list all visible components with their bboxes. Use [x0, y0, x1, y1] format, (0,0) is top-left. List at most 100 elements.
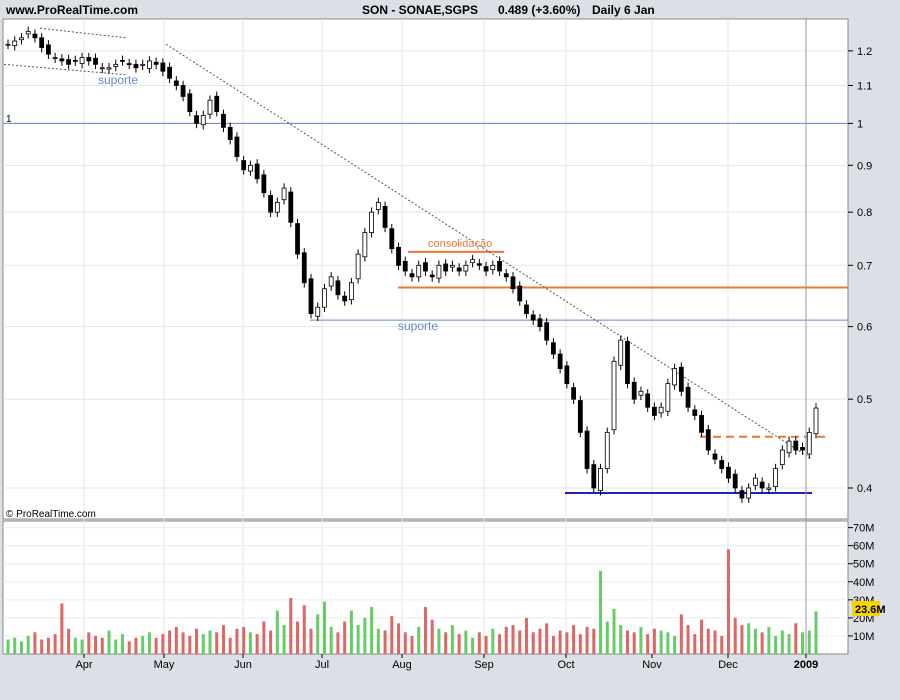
candle-body	[705, 429, 711, 451]
candle-body	[389, 228, 395, 250]
candle-body	[52, 57, 58, 59]
candle-body	[409, 273, 415, 278]
candle-body	[301, 252, 307, 284]
candle-body	[120, 59, 125, 62]
candle-body	[173, 80, 179, 86]
site-label[interactable]: www.ProRealTime.com	[6, 3, 139, 17]
candle-body	[766, 487, 772, 490]
candle-body	[779, 449, 785, 466]
volume-bar	[423, 607, 427, 654]
volume-bar	[774, 635, 778, 654]
volume-bar	[390, 616, 394, 654]
candle-body	[99, 67, 105, 70]
volume-bar	[740, 625, 744, 654]
candle-body	[517, 285, 523, 302]
annotation-consolidacao: consolidação	[428, 238, 492, 250]
candle-body	[261, 174, 267, 194]
candle-body	[281, 187, 287, 201]
time-tick-label: Jul	[315, 659, 329, 671]
volume-bar	[531, 632, 535, 654]
volume-bar	[349, 610, 353, 654]
price-tick-label: 1.2	[857, 46, 872, 58]
volume-bar	[397, 623, 401, 654]
volume-bar	[188, 635, 192, 654]
candle-body	[503, 273, 509, 278]
volume-bar	[120, 634, 124, 654]
volume-bar	[309, 628, 313, 654]
volume-bar	[700, 619, 704, 654]
candle-body	[160, 62, 166, 72]
volume-bar	[383, 630, 387, 654]
candle-body	[416, 264, 422, 278]
candle-body	[322, 288, 327, 308]
candle-body	[362, 232, 368, 258]
volume-bar	[370, 607, 374, 654]
candle-body	[180, 85, 186, 97]
candle-body	[618, 339, 624, 366]
candle-body	[227, 126, 233, 141]
candle-body	[813, 407, 819, 435]
volume-bar	[807, 630, 811, 654]
candle-body	[652, 406, 657, 416]
volume-bar	[498, 634, 502, 654]
volume-bar	[195, 628, 199, 654]
volume-bar	[73, 637, 77, 654]
candle-body	[247, 164, 253, 172]
volume-bar	[141, 635, 145, 654]
volume-bar	[53, 634, 57, 654]
candle-body	[308, 278, 314, 315]
volume-bar	[181, 632, 185, 654]
candle-body	[773, 468, 778, 488]
candle-body	[194, 115, 199, 124]
volume-bar	[302, 605, 306, 654]
volume-bar	[275, 610, 279, 654]
volume-bar	[666, 632, 670, 654]
candle-body	[719, 460, 725, 469]
price-tick-label: 0.4	[857, 483, 872, 495]
volume-bar	[524, 617, 528, 654]
candle-body	[19, 37, 24, 41]
level-1-label: 1	[6, 114, 12, 125]
volume-bar	[67, 628, 71, 654]
candle-body	[429, 274, 435, 278]
period-label: Daily 6 Jan	[592, 3, 655, 17]
price-tick-label: 0.5	[857, 394, 872, 406]
candle-body	[611, 360, 617, 431]
trendline-channel-bottom	[3, 63, 127, 76]
volume-bar	[168, 630, 172, 654]
volume-bar	[592, 628, 596, 654]
candle-body	[510, 276, 516, 290]
time-tick-label: Apr	[75, 659, 92, 671]
volume-bar	[242, 626, 246, 654]
trendlines	[3, 27, 813, 460]
candle-body	[32, 33, 38, 39]
candle-body	[537, 318, 543, 328]
candle-body	[476, 263, 482, 266]
time-tick-label: May	[154, 659, 175, 671]
candle-body	[39, 37, 45, 48]
volume-bar	[430, 619, 434, 654]
candle-body	[133, 63, 139, 69]
volume-bar	[673, 635, 677, 654]
volume-bar	[444, 632, 448, 654]
candle-body	[806, 431, 812, 455]
volume-tick-label: 60M	[853, 541, 874, 553]
price-tick-label: 1	[857, 118, 863, 130]
volume-bar	[221, 625, 225, 654]
candle-body	[604, 431, 610, 469]
volume-bar	[417, 626, 421, 654]
time-tick-label: Aug	[392, 659, 412, 671]
candle-body	[25, 31, 31, 35]
volume-bar	[551, 635, 555, 654]
candle-body	[348, 282, 354, 301]
candle-body	[382, 205, 388, 228]
volume-bar	[46, 637, 50, 654]
volume-bar	[376, 628, 380, 654]
candle-body	[436, 264, 442, 279]
candle-body	[315, 306, 321, 317]
candle-body	[665, 383, 671, 412]
candle-body	[732, 473, 738, 489]
volume-bar	[794, 623, 798, 654]
